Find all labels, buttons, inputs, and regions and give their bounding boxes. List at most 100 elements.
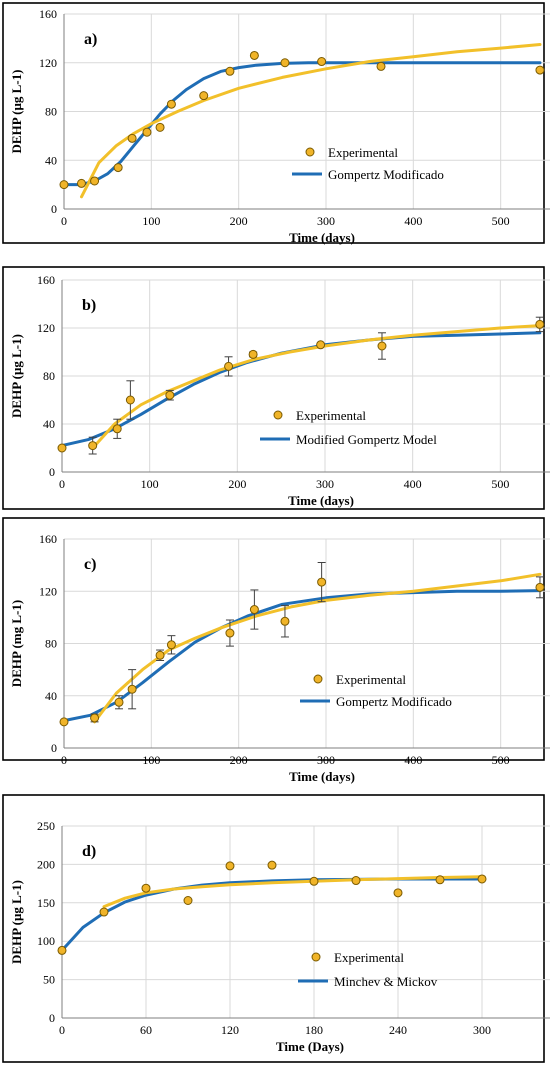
data-point	[225, 66, 235, 76]
x-axis-title: Time (days)	[288, 493, 354, 508]
series-line-yellow-fit	[102, 875, 484, 909]
y-tick-label: 40	[43, 417, 55, 431]
y-tick-label: 0	[49, 1011, 55, 1025]
x-tick-label: 100	[142, 753, 160, 767]
data-point	[377, 341, 387, 351]
legend-label-experimental: Experimental	[296, 408, 366, 423]
y-tick-label: 80	[45, 105, 57, 119]
data-point	[88, 441, 98, 451]
x-tick-label: 200	[230, 753, 248, 767]
data-point	[141, 883, 151, 893]
y-tick-label: 40	[45, 153, 57, 167]
data-point	[127, 684, 137, 694]
data-point	[267, 860, 277, 870]
x-tick-label: 200	[228, 477, 246, 491]
x-axis-title: Time (days)	[289, 769, 355, 784]
x-tick-label: 400	[404, 214, 422, 228]
data-point	[90, 176, 100, 186]
legend-marker-experimental	[313, 674, 323, 684]
panel-label: c)	[84, 556, 96, 573]
series-line-yellow-fit	[91, 324, 542, 450]
x-tick-label: 0	[61, 214, 67, 228]
y-axis-title: DEHP (μg L-1)	[9, 334, 24, 418]
y-tick-label: 160	[39, 532, 57, 546]
x-tick-label: 0	[59, 1023, 65, 1037]
x-tick-label: 500	[492, 753, 510, 767]
data-point	[316, 340, 326, 350]
chart-panel-c: 010020030040050060004080120160Time (days…	[2, 517, 550, 784]
x-tick-label: 300	[317, 753, 335, 767]
x-tick-label: 240	[389, 1023, 407, 1037]
panel-label: b)	[82, 297, 96, 314]
data-point	[125, 395, 135, 405]
data-point	[112, 424, 122, 434]
chart-panel-b: 010020030040050060004080120160Time (days…	[2, 266, 550, 510]
data-point	[155, 122, 165, 132]
data-point	[535, 319, 545, 329]
panel-label: a)	[84, 31, 97, 48]
data-point	[90, 713, 100, 723]
x-tick-label: 120	[221, 1023, 239, 1037]
x-tick-label: 300	[317, 214, 335, 228]
legend-label-blue-fit: Minchev & Mickov	[334, 974, 438, 989]
y-tick-label: 120	[39, 56, 57, 70]
data-point	[76, 178, 86, 188]
y-tick-label: 120	[39, 584, 57, 598]
data-point	[57, 443, 67, 453]
data-point	[393, 888, 403, 898]
y-tick-label: 250	[37, 819, 55, 833]
data-point	[535, 582, 545, 592]
y-tick-label: 160	[37, 273, 55, 287]
data-point	[376, 61, 386, 71]
legend-label-experimental: Experimental	[334, 950, 404, 965]
series-line-yellow-fit	[93, 572, 542, 724]
series-line-blue-fit	[60, 877, 484, 952]
y-tick-label: 50	[43, 973, 55, 987]
x-tick-label: 200	[230, 214, 248, 228]
data-point	[280, 58, 290, 68]
y-tick-label: 80	[43, 369, 55, 383]
x-tick-label: 100	[141, 477, 159, 491]
panel-label: d)	[82, 843, 96, 860]
legend-marker-experimental	[305, 147, 315, 157]
x-tick-label: 180	[305, 1023, 323, 1037]
data-point	[317, 57, 327, 67]
y-axis-title: DEHP (μg L-1)	[9, 880, 24, 964]
data-point	[477, 874, 487, 884]
data-point	[127, 133, 137, 143]
x-tick-label: 500	[492, 214, 510, 228]
data-point	[183, 895, 193, 905]
x-tick-label: 400	[404, 477, 422, 491]
data-point	[280, 616, 290, 626]
data-point	[351, 876, 361, 886]
x-axis-title: Time (Days)	[276, 1039, 344, 1054]
data-point	[249, 50, 259, 60]
data-point	[59, 717, 69, 727]
legend-label-blue-fit: Modified Gompertz Model	[296, 432, 437, 447]
data-point	[249, 605, 259, 615]
y-axis-title: DEHP (mg L-1)	[9, 600, 24, 687]
data-point	[535, 65, 545, 75]
data-point	[309, 876, 319, 886]
y-tick-label: 120	[37, 321, 55, 335]
x-tick-label: 100	[142, 214, 160, 228]
legend-label-blue-fit: Gompertz Modificado	[336, 694, 452, 709]
data-point	[225, 861, 235, 871]
legend-marker-experimental	[311, 952, 321, 962]
y-tick-label: 0	[51, 741, 57, 755]
data-point	[435, 875, 445, 885]
y-tick-label: 200	[37, 857, 55, 871]
data-point	[99, 907, 109, 917]
x-axis-title: Time (days)	[289, 230, 355, 245]
data-point	[317, 577, 327, 587]
data-point	[114, 697, 124, 707]
panel-frame	[2, 794, 545, 1063]
y-tick-label: 0	[49, 465, 55, 479]
chart-panel-a: 010020030040050060004080120160Time (days…	[2, 2, 550, 245]
legend-label-experimental: Experimental	[328, 145, 398, 160]
x-tick-label: 400	[404, 753, 422, 767]
y-tick-label: 150	[37, 896, 55, 910]
y-tick-label: 160	[39, 7, 57, 21]
y-tick-label: 40	[45, 689, 57, 703]
panel-frame	[2, 2, 545, 244]
